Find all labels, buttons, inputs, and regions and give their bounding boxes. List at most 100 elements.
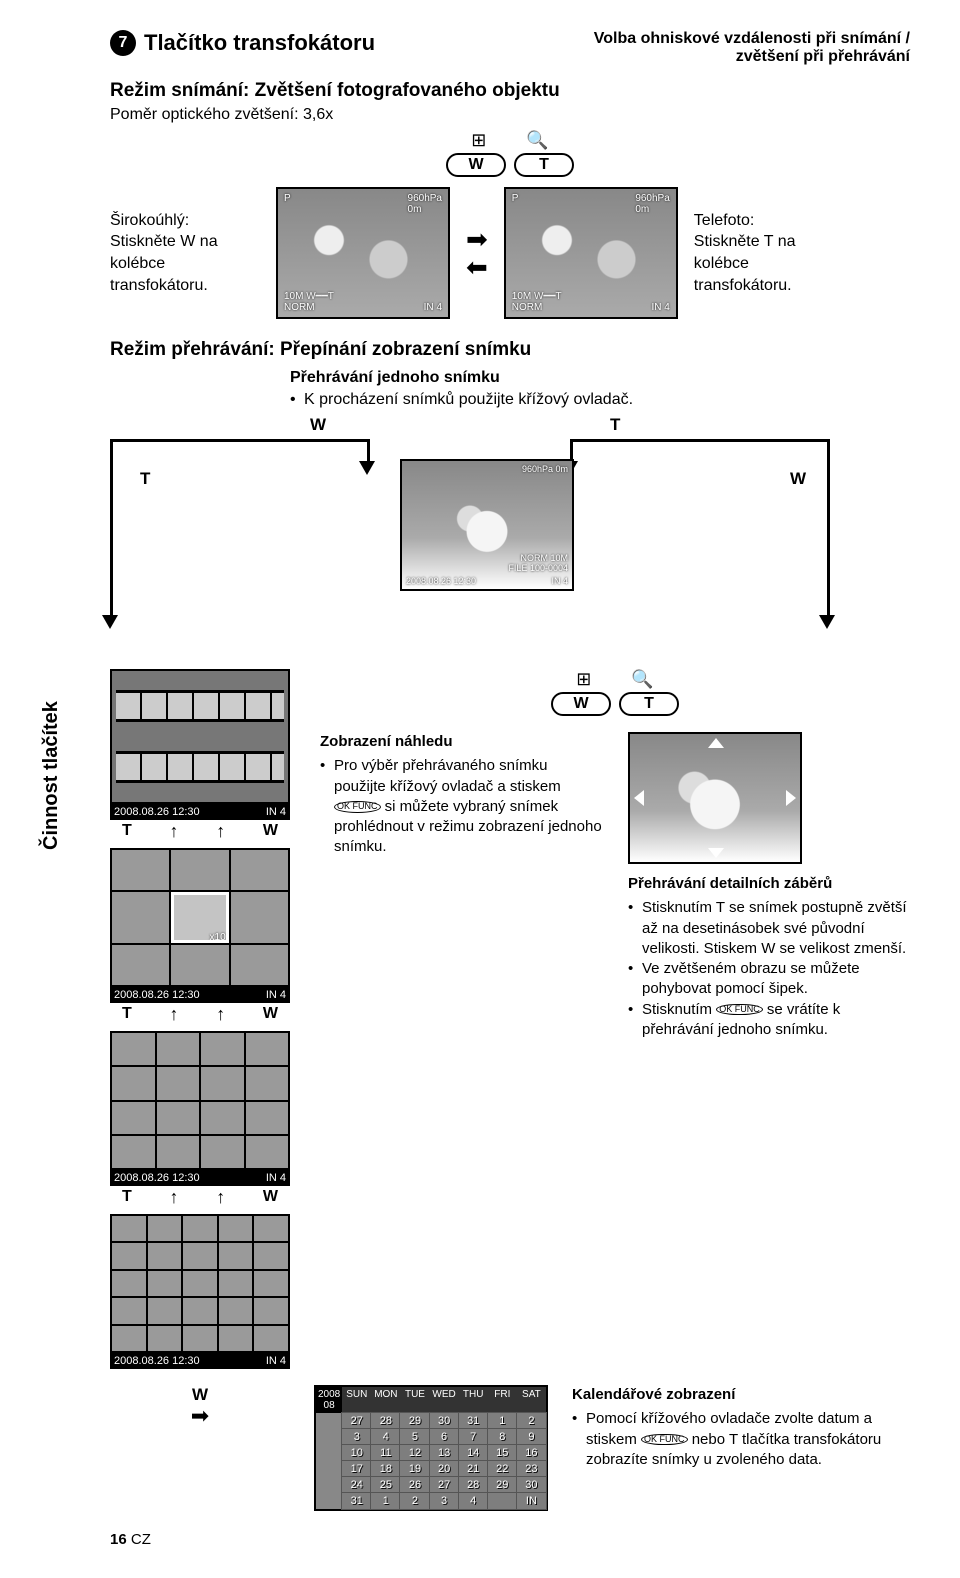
detail-b1: Stisknutím T se snímek postupně zvětší a… [628, 898, 910, 959]
calendar-cell[interactable]: 31 [459, 1413, 488, 1429]
calendar-cell[interactable]: 7 [459, 1429, 488, 1445]
calendar-cell[interactable]: 24 [342, 1477, 371, 1493]
label-w: W [790, 469, 806, 489]
calendar-cell[interactable]: 27 [430, 1477, 459, 1493]
calendar-cell[interactable]: 4 [371, 1429, 400, 1445]
calendar-cell[interactable]: 23 [517, 1461, 546, 1477]
calendar-cell[interactable]: 26 [400, 1477, 429, 1493]
wide-l3: transfokátoru. [110, 275, 260, 297]
calendar-cell[interactable]: 28 [371, 1413, 400, 1429]
index-text: Zobrazení náhledu Pro výběr přehrávaného… [320, 732, 602, 858]
calendar-cell[interactable]: 13 [430, 1445, 459, 1461]
calendar-cell[interactable]: 25 [371, 1477, 400, 1493]
index-3x3: x10 2008.08.26 12:30IN 4 T↑↑W [110, 848, 290, 1025]
label-w: W [310, 415, 326, 435]
single-playback-thumb: 960hPa 0m NORM 10M FILE 100-0004 2008.08… [400, 459, 574, 591]
cal-day: WED [430, 1387, 459, 1413]
calendar-cell[interactable]: 1 [488, 1413, 517, 1429]
shoot-ratio: Poměr optického zvětšení: 3,6x [110, 106, 910, 124]
calendar-header: 200808 SUN MON TUE WED THU FRI SAT [316, 1387, 546, 1413]
calendar-cell[interactable]: 2 [400, 1493, 429, 1509]
detail-text: Přehrávání detailních záběrů Stisknutím … [628, 732, 910, 1040]
index-bullet: Pro výběr přehrávaného snímku použijte k… [320, 756, 602, 857]
calendar-cell[interactable]: 16 [517, 1445, 546, 1461]
calendar-cell[interactable]: 17 [342, 1461, 371, 1477]
calendar-cell[interactable]: 3 [430, 1493, 459, 1509]
calendar-cell[interactable]: 14 [459, 1445, 488, 1461]
overlay-mode: P [284, 193, 291, 204]
header-title: Tlačítko transfokátoru [144, 30, 375, 56]
calendar-cell[interactable]: 3 [342, 1429, 371, 1445]
calendar-cell[interactable]: 22 [488, 1461, 517, 1477]
zoom-w-button[interactable]: W [551, 692, 611, 716]
calendar-cell[interactable]: 9 [517, 1429, 546, 1445]
calendar-cell[interactable]: 30 [430, 1413, 459, 1429]
overlay-count: IN 4 [424, 302, 442, 313]
zoom-t-button[interactable]: T [619, 692, 679, 716]
calendar-title: Kalendářové zobrazení [572, 1385, 910, 1405]
calendar-cell[interactable]: 28 [459, 1477, 488, 1493]
middle-area: 2008.08.26 12:30 IN 4 T↑ ↑W x10 2008.08.… [110, 669, 910, 1369]
detail-nav-thumb [628, 732, 802, 864]
label-t: T [610, 415, 620, 435]
calendar-cell[interactable]: 5 [400, 1429, 429, 1445]
overlay-date: 2008.08.26 12:30 [406, 576, 476, 586]
overlay-pressure: 960hPa0m [635, 193, 669, 215]
cal-day: TUE [400, 1387, 429, 1413]
shoot-section: Režim snímání: Zvětšení fotografovaného … [110, 80, 910, 319]
header-right: Volba ohniskové vzdálenosti při snímání … [594, 30, 910, 66]
header-right-line2: zvětšení při přehrávání [594, 48, 910, 66]
tw-row: T↑ ↑W [110, 820, 290, 842]
calendar-cell[interactable]: 21 [459, 1461, 488, 1477]
preview-wide: P 960hPa0m 10M W━━TNORM IN 4 [276, 187, 450, 319]
magnify-icon: 🔍 [631, 669, 653, 690]
label-t: T [140, 469, 150, 489]
calendar-cell[interactable]: 29 [488, 1477, 517, 1493]
calendar-cell[interactable]: 11 [371, 1445, 400, 1461]
calendar-cell[interactable]: 8 [488, 1429, 517, 1445]
play-title: Režim přehrávání: Přepínání zobrazení sn… [110, 339, 910, 361]
calendar-cell[interactable]: 4 [459, 1493, 488, 1509]
overlay-count: IN 4 [651, 302, 669, 313]
calendar-cell[interactable]: 12 [400, 1445, 429, 1461]
magnify-icon: 🔍 [526, 130, 548, 151]
calendar-cell[interactable]: 19 [400, 1461, 429, 1477]
zoom-w-button[interactable]: W [446, 153, 506, 177]
calendar-cell[interactable] [488, 1493, 517, 1509]
calendar-cell[interactable]: 18 [371, 1461, 400, 1477]
calendar-cell[interactable]: 10 [342, 1445, 371, 1461]
calendar-cell[interactable]: 1 [371, 1493, 400, 1509]
calendar-cell[interactable]: 15 [488, 1445, 517, 1461]
ok-func-icon: OK FUNC [641, 1434, 688, 1446]
calendar-cell[interactable]: 29 [400, 1413, 429, 1429]
index-5x5: 2008.08.26 12:30IN 4 [110, 1214, 290, 1369]
calendar-cell[interactable]: 30 [517, 1477, 546, 1493]
calendar-left: W ➡ [110, 1385, 290, 1427]
calendar-cell[interactable]: IN [517, 1493, 546, 1509]
index-4x4: 2008.08.26 12:30IN 4 T↑↑W [110, 1031, 290, 1208]
page-lang: CZ [131, 1531, 151, 1548]
calendar-cell[interactable]: 20 [430, 1461, 459, 1477]
overlay-pressure: 960hPa0m [408, 193, 442, 215]
overlay-norm: 10M W━━TNORM [284, 291, 334, 313]
calendar-cell[interactable]: 6 [430, 1429, 459, 1445]
cal-day: THU [459, 1387, 488, 1413]
zoom-t-button[interactable]: T [514, 153, 574, 177]
single-bullet: K procházení snímků použijte křížový ovl… [290, 391, 710, 409]
cal-day: SUN [342, 1387, 371, 1413]
calendar-text: Kalendářové zobrazení Pomocí křížového o… [572, 1385, 910, 1470]
diagram-bracket: T W T W 960hPa 0m NORM 10M FILE 100-0004… [110, 419, 910, 659]
calendar-bullet: Pomocí křížového ovladače zvolte datum a… [572, 1409, 910, 1470]
header-left: 7 Tlačítko transfokátoru [110, 30, 375, 56]
cal-day: MON [371, 1387, 400, 1413]
side-label: Činnost tlačítek [40, 701, 63, 850]
detail-b3: Stisknutím OK FUNC se vrátíte k přehrává… [628, 1000, 910, 1041]
calendar-cell[interactable]: 27 [342, 1413, 371, 1429]
section-header: 7 Tlačítko transfokátoru Volba ohniskové… [110, 30, 910, 66]
thumbnails-icon: ⊞ [576, 669, 591, 690]
ok-func-icon: OK FUNC [716, 1004, 763, 1016]
header-right-line1: Volba ohniskové vzdálenosti při snímání … [594, 30, 910, 48]
calendar-cell[interactable]: 31 [342, 1493, 371, 1509]
calendar-cell[interactable]: 2 [517, 1413, 546, 1429]
single-title: Přehrávání jednoho snímku [290, 369, 710, 387]
